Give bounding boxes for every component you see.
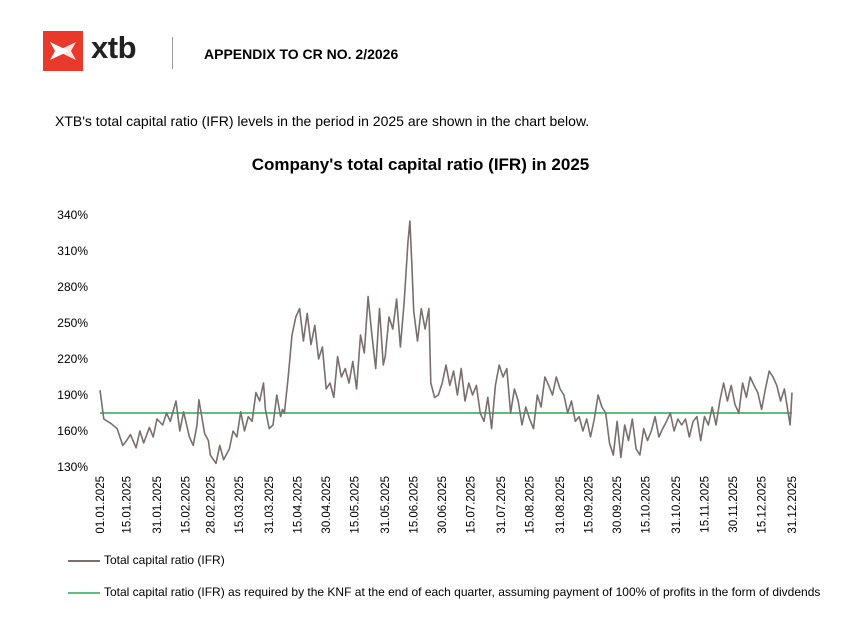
chart-title: Company's total capital ratio (IFR) in 2… bbox=[251, 155, 590, 174]
x-tick-label: 15.06.2025 bbox=[409, 476, 421, 534]
header-divider bbox=[172, 37, 173, 69]
y-tick-label: 160% bbox=[57, 424, 88, 438]
y-tick-label: 130% bbox=[57, 460, 88, 474]
x-tick-label: 15.01.2025 bbox=[122, 476, 134, 534]
x-tick-label: 15.07.2025 bbox=[466, 476, 478, 534]
x-tick-label: 30.06.2025 bbox=[437, 476, 449, 534]
legend-swatch-ifr bbox=[68, 560, 100, 562]
x-tick-label: 31.03.2025 bbox=[264, 476, 276, 534]
page-title: APPENDIX TO CR NO. 2/2026 bbox=[204, 46, 399, 62]
series-line-ifr bbox=[99, 220, 793, 465]
x-tick-label: 15.03.2025 bbox=[234, 476, 246, 534]
y-tick-label: 280% bbox=[57, 280, 88, 294]
y-tick-label: 310% bbox=[57, 244, 88, 258]
xtb-logo-mark bbox=[43, 31, 83, 71]
intro-text: XTB's total capital ratio (IFR) levels i… bbox=[55, 113, 590, 129]
x-tick-label: 15.11.2025 bbox=[700, 476, 712, 533]
x-tick-label: 31.08.2025 bbox=[555, 476, 567, 534]
y-tick-label: 190% bbox=[57, 388, 88, 402]
x-tick-label: 30.11.2025 bbox=[728, 476, 740, 533]
x-tick-label: 15.09.2025 bbox=[584, 476, 596, 534]
legend-swatch-required bbox=[68, 592, 100, 594]
y-tick-label: 250% bbox=[57, 316, 88, 330]
x-tick-label: 31.12.2025 bbox=[787, 476, 799, 534]
x-tick-label: 30.09.2025 bbox=[612, 476, 624, 534]
x-tick-label: 15.04.2025 bbox=[293, 476, 305, 534]
x-tick-label: 01.01.2025 bbox=[95, 476, 107, 534]
x-tick-label: 15.08.2025 bbox=[525, 476, 537, 534]
legend-label-ifr: Total capital ratio (IFR) bbox=[104, 553, 225, 567]
ifr-line-chart: 130% 160% 190% 220% 250% 280% 310% 340% 01.01.20… bbox=[57, 208, 799, 534]
x-tick-label: 15.05.2025 bbox=[350, 476, 362, 534]
xtb-logo-text: xtb bbox=[91, 30, 137, 65]
x-tick-label: 28.02.2025 bbox=[205, 476, 217, 534]
y-tick-label: 340% bbox=[57, 208, 88, 222]
x-tick-label: 31.01.2025 bbox=[152, 476, 164, 534]
x-tick-label: 31.05.2025 bbox=[380, 476, 392, 534]
x-tick-label: 30.04.2025 bbox=[321, 476, 333, 534]
x-tick-label: 15.10.2025 bbox=[641, 476, 653, 534]
x-tick-label: 31.07.2025 bbox=[496, 476, 508, 534]
y-tick-label: 220% bbox=[57, 352, 88, 366]
x-tick-label: 15.02.2025 bbox=[181, 476, 193, 534]
x-tick-label: 31.10.2025 bbox=[671, 476, 683, 534]
x-tick-label: 15.12.2025 bbox=[757, 476, 769, 534]
legend-label-required: Total capital ratio (IFR) as required by… bbox=[104, 585, 821, 599]
